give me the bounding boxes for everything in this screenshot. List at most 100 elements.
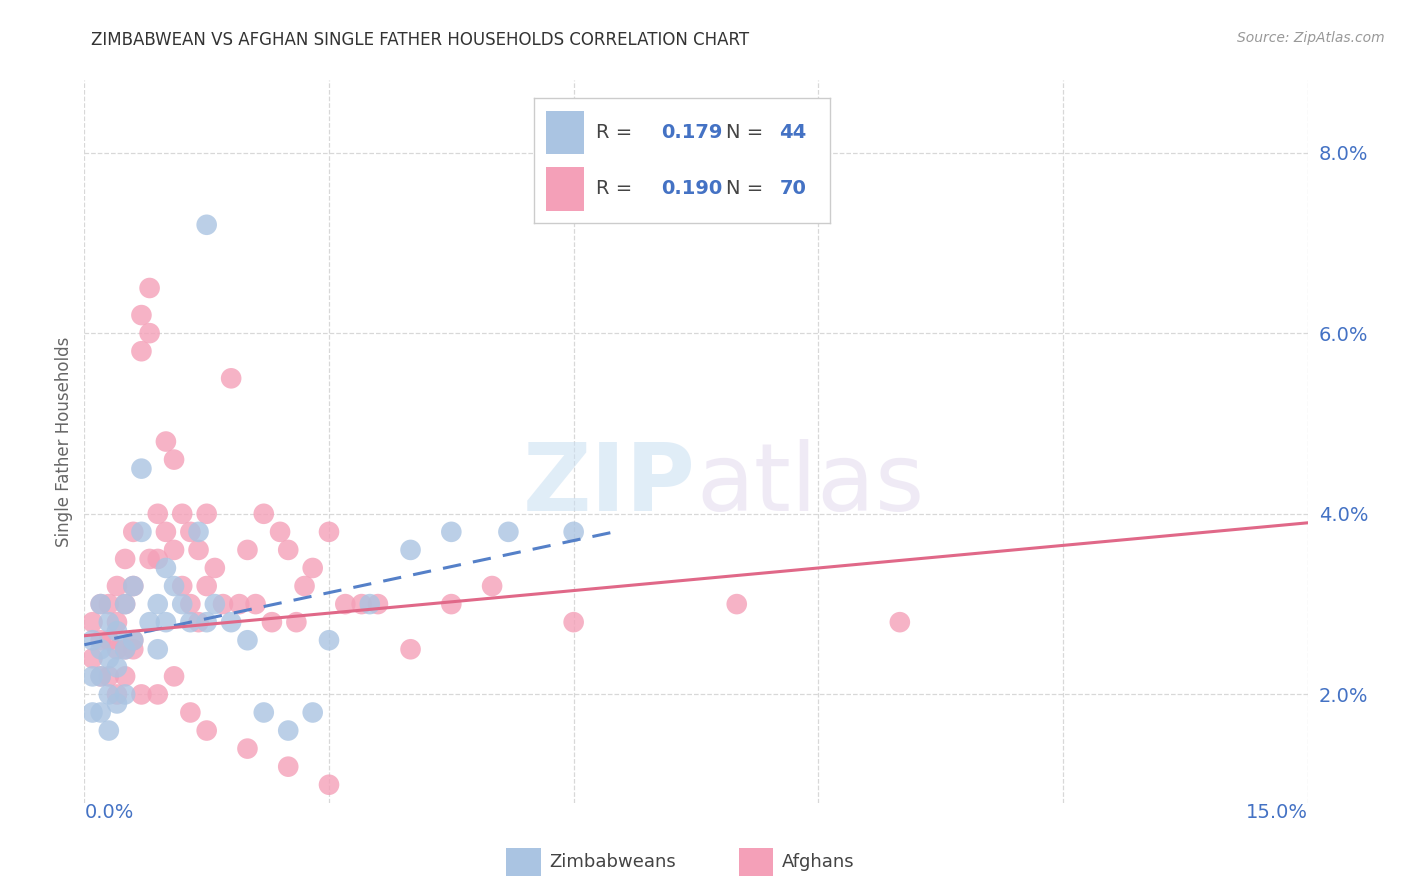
Point [155,615,177,630]
Point [440,597,463,611]
Point [399,642,422,657]
Point [172,579,194,593]
Point [97,615,120,630]
Point [97,669,120,683]
Point [179,524,201,539]
Point [105,697,128,711]
Point [82,633,104,648]
Point [122,579,145,593]
Point [155,561,177,575]
Point [172,597,194,611]
Point [219,615,242,630]
Point [204,561,226,575]
Point [82,669,104,683]
Point [90,597,112,611]
Text: 0.190: 0.190 [661,179,723,198]
Point [399,542,422,557]
Point [131,308,153,322]
Point [195,579,218,593]
Text: Zimbabweans: Zimbabweans [550,853,676,871]
Point [179,706,201,720]
Point [90,597,112,611]
Point [146,597,169,611]
Point [228,597,250,611]
Point [90,669,112,683]
Point [562,615,585,630]
Point [114,642,136,657]
Point [245,597,267,611]
Point [105,660,128,674]
Point [212,597,235,611]
Point [155,524,177,539]
Point [498,524,520,539]
Point [114,642,136,657]
Text: Afghans: Afghans [782,853,855,871]
Text: ZIP: ZIP [523,439,696,531]
Point [131,461,153,475]
Text: atlas: atlas [696,439,924,531]
Point [97,723,120,738]
Point [146,507,169,521]
Point [105,624,128,639]
Point [163,579,186,593]
Point [131,524,153,539]
Text: 0.0%: 0.0% [84,803,134,822]
Point [301,561,323,575]
Point [294,579,316,593]
Text: N =: N = [725,123,769,142]
Point [269,524,291,539]
FancyBboxPatch shape [546,167,585,211]
Point [179,597,201,611]
Point [146,642,169,657]
Point [122,633,145,648]
Point [219,371,242,385]
Point [163,669,186,683]
Point [236,741,259,756]
Point [114,687,136,701]
Point [122,524,145,539]
Point [260,615,283,630]
Point [301,706,323,720]
Point [318,778,340,792]
Text: N =: N = [725,179,769,198]
Point [195,723,218,738]
Point [131,344,153,359]
Point [138,552,160,566]
Point [90,706,112,720]
Point [187,615,209,630]
Text: 44: 44 [779,123,807,142]
Point [253,706,276,720]
Point [179,615,201,630]
Point [253,507,276,521]
Point [82,651,104,665]
Point [90,669,112,683]
Point [138,281,160,295]
Point [195,507,218,521]
Point [114,552,136,566]
Point [204,597,226,611]
Point [146,552,169,566]
Point [889,615,911,630]
Point [97,651,120,665]
Point [138,326,160,340]
Text: 0.179: 0.179 [661,123,723,142]
Point [163,452,186,467]
Point [105,615,128,630]
Point [155,434,177,449]
Point [131,687,153,701]
Point [236,633,259,648]
Point [350,597,373,611]
Point [90,642,112,657]
Point [105,579,128,593]
Text: R =: R = [596,179,638,198]
Point [122,579,145,593]
Point [138,615,160,630]
Point [82,615,104,630]
Point [114,597,136,611]
Point [163,542,186,557]
Point [146,687,169,701]
Point [725,597,748,611]
Text: Source: ZipAtlas.com: Source: ZipAtlas.com [1237,31,1385,45]
Point [195,615,218,630]
Point [97,597,120,611]
